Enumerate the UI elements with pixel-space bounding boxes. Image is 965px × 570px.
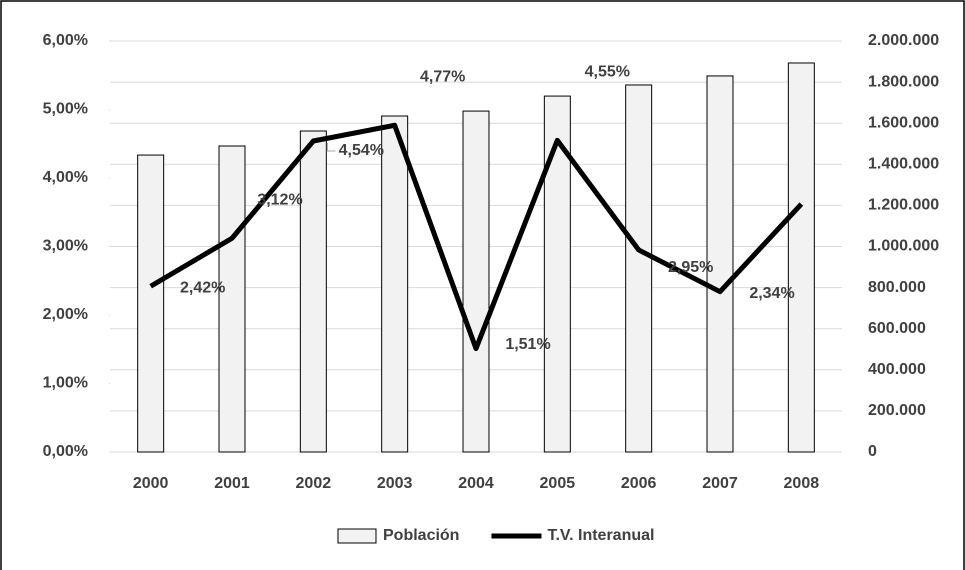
legend-swatch [337, 528, 377, 544]
y2-tick-label: 400.000 [868, 361, 926, 378]
data-label: 2,42% [180, 279, 225, 296]
y-tick-label: 5,00% [43, 101, 88, 118]
y-tick-label: 0,00% [43, 443, 88, 460]
y2-tick-label: 2.000.000 [868, 32, 939, 49]
bar [462, 110, 490, 453]
x-tick-label: 2000 [133, 475, 169, 492]
line [149, 122, 804, 352]
x-tick-label: 2001 [214, 475, 250, 492]
x-tick-label: 2008 [784, 475, 820, 492]
bar [137, 154, 165, 453]
y2-tick-label: 0 [868, 443, 877, 460]
y2-tick-label: 1.800.000 [868, 73, 939, 90]
y-tick-label: 1,00% [43, 375, 88, 392]
y-tick-label: 4,00% [43, 169, 88, 186]
data-label: 4,77% [420, 68, 465, 85]
data-label: 2,95% [668, 259, 713, 276]
y-tick-label: 2,00% [43, 306, 88, 323]
x-tick-label: 2004 [458, 475, 494, 492]
x-tick-label: 2006 [621, 475, 657, 492]
legend-label: Población [383, 527, 459, 544]
bar [706, 75, 734, 453]
x-tick-label: 2005 [540, 475, 576, 492]
y2-tick-label: 200.000 [868, 402, 926, 419]
bar [381, 115, 409, 453]
data-label: 3,12% [257, 191, 302, 208]
data-label: 2,34% [749, 285, 794, 302]
legend-label: T.V. Interanual [547, 527, 654, 544]
x-tick-label: 2003 [377, 475, 413, 492]
bar [299, 130, 327, 453]
y-tick-label: 3,00% [43, 238, 88, 255]
y2-tick-label: 600.000 [868, 320, 926, 337]
y2-tick-label: 800.000 [868, 279, 926, 296]
bar [787, 62, 815, 453]
y-tick-label: 6,00% [43, 32, 88, 49]
y2-tick-label: 1.000.000 [868, 238, 939, 255]
y2-tick-label: 1.400.000 [868, 156, 939, 173]
data-label: 1,51% [505, 336, 550, 353]
y2-tick-label: 1.200.000 [868, 197, 939, 214]
data-label: 4,54% [339, 142, 384, 159]
bar [625, 84, 653, 453]
bar [218, 145, 246, 453]
data-label: 4,55% [585, 64, 630, 81]
y2-tick-label: 1.600.000 [868, 114, 939, 131]
x-tick-label: 2002 [296, 475, 332, 492]
x-tick-label: 2007 [702, 475, 738, 492]
leader-line [326, 143, 336, 152]
